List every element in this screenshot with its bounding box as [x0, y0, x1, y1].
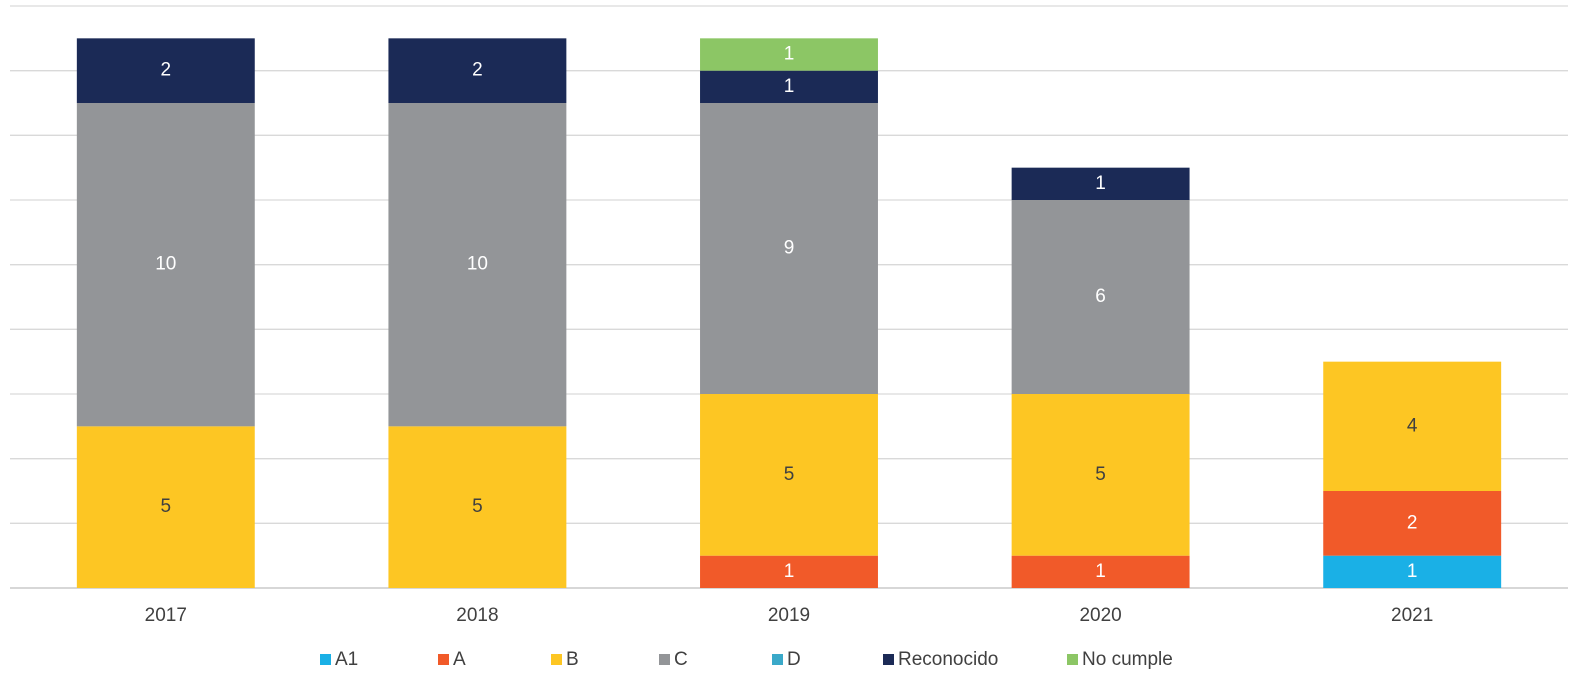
bar-segment — [700, 555, 878, 588]
data-label: 5 — [472, 496, 483, 517]
data-label: 1 — [784, 44, 795, 65]
bar-segment — [1323, 361, 1502, 491]
bar-segment — [388, 38, 567, 104]
data-label: 5 — [161, 496, 172, 517]
data-label: 10 — [467, 254, 488, 275]
legend-label: A — [453, 649, 466, 670]
bar-segment — [76, 103, 255, 427]
data-label: 6 — [1095, 286, 1106, 307]
legend-label: A1 — [335, 649, 358, 670]
x-tick-label: 2019 — [768, 605, 810, 626]
bar-segment — [1011, 394, 1190, 556]
data-label: 4 — [1407, 415, 1418, 436]
legend-swatch — [1067, 654, 1078, 665]
bar-segment — [76, 38, 255, 104]
bar-segment — [1011, 200, 1190, 394]
data-label: 10 — [155, 254, 176, 275]
bar-segment — [388, 426, 567, 588]
x-tick-label: 2018 — [456, 605, 498, 626]
bar-segment — [1011, 167, 1190, 200]
data-label: 1 — [784, 76, 795, 97]
data-label: 5 — [1095, 464, 1106, 485]
legend-swatch — [883, 654, 894, 665]
legend-swatch — [438, 654, 449, 665]
x-tick-label: 2020 — [1079, 605, 1121, 626]
legend-swatch — [772, 654, 783, 665]
bar-segment — [700, 70, 878, 103]
bar-segment — [1323, 555, 1502, 588]
bar-segment — [700, 38, 878, 71]
legend-swatch — [320, 654, 331, 665]
legend-label: C — [674, 649, 688, 670]
legend-label: Reconocido — [898, 649, 998, 670]
legend-label: B — [566, 649, 579, 670]
bar-segment — [76, 426, 255, 588]
bar-segment — [700, 394, 878, 556]
data-label: 2 — [1407, 512, 1418, 533]
data-label: 5 — [784, 464, 795, 485]
data-label: 1 — [1095, 173, 1106, 194]
data-label: 1 — [1407, 561, 1418, 582]
data-label: 2 — [472, 60, 483, 81]
legend-swatch — [659, 654, 670, 665]
x-tick-label: 2017 — [145, 605, 187, 626]
bar-segment — [388, 103, 567, 427]
legend-label: D — [787, 649, 801, 670]
data-label: 2 — [161, 60, 172, 81]
legend-swatch — [551, 654, 562, 665]
data-label: 9 — [784, 238, 795, 259]
data-label: 1 — [784, 561, 795, 582]
legend-label: No cumple — [1082, 649, 1173, 670]
data-label: 1 — [1095, 561, 1106, 582]
bar-segment — [1323, 491, 1502, 556]
bar-segment — [1011, 555, 1190, 588]
x-tick-label: 2021 — [1391, 605, 1433, 626]
bar-segment — [700, 103, 878, 394]
